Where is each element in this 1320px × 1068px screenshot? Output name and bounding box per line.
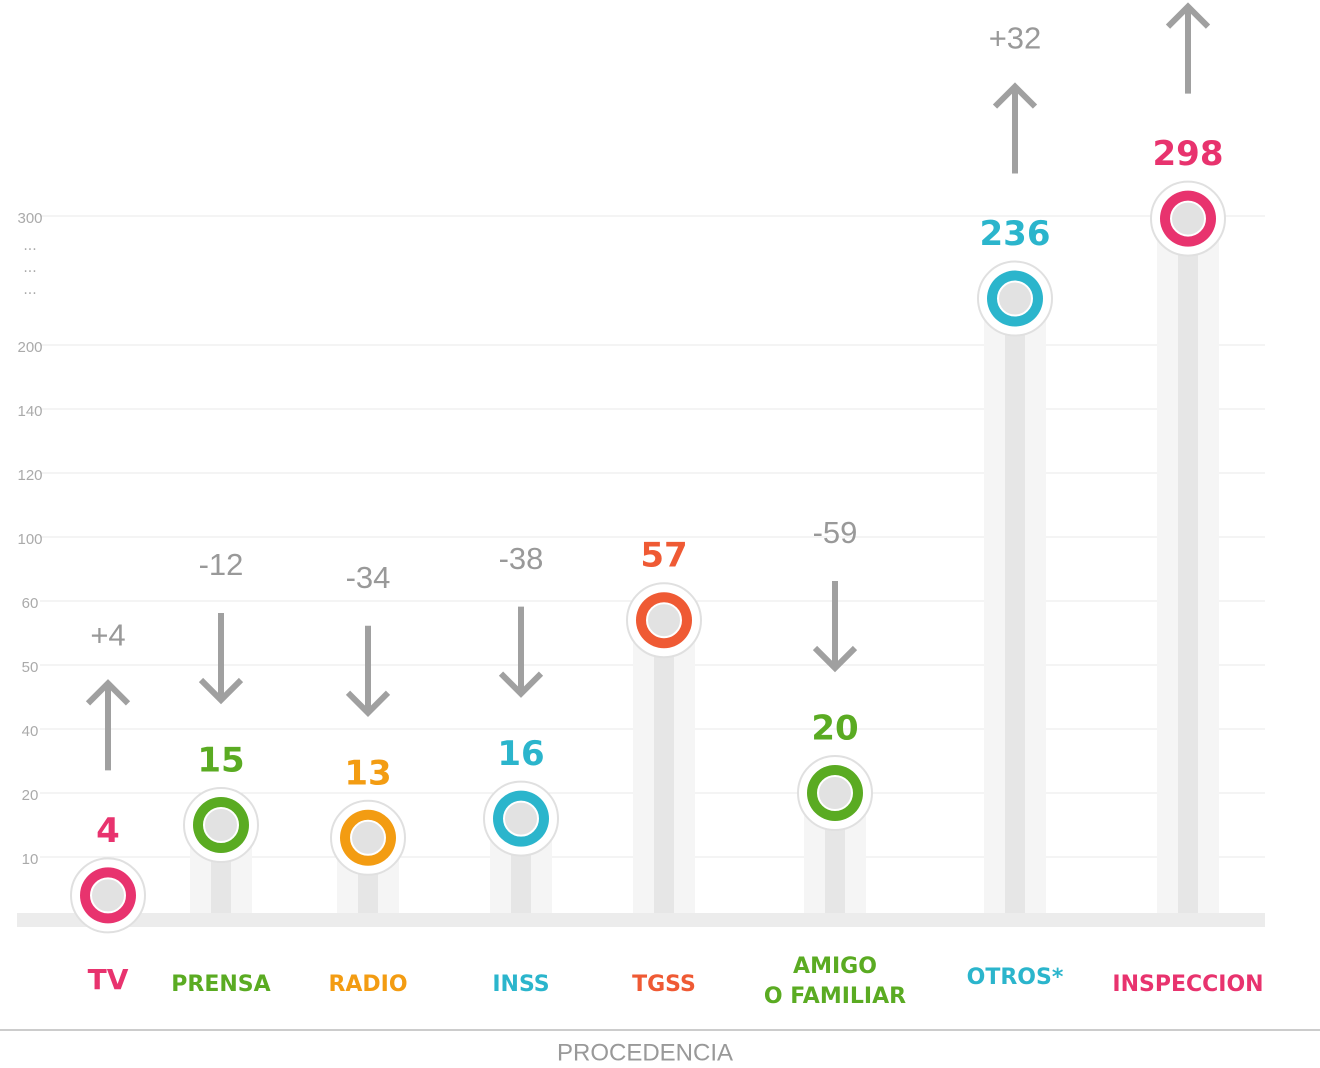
column	[654, 620, 674, 913]
x-tick-label: AMIGO O FAMILIAR	[763, 954, 907, 1009]
marker-core	[646, 602, 682, 639]
value-label: 20	[811, 709, 858, 749]
y-tick-label: 100	[17, 531, 42, 548]
marker-core	[350, 819, 386, 856]
category-group: 57	[626, 536, 702, 913]
category-group: 15 -12	[183, 547, 259, 913]
axis-break: ...	[23, 260, 36, 276]
change-label: -59	[813, 515, 858, 550]
y-tick-label: 300	[17, 210, 42, 227]
marker-core	[1170, 200, 1206, 237]
arrow-head	[498, 671, 544, 698]
category-group: 298+159	[1150, 2, 1226, 913]
arrow-head	[85, 679, 131, 706]
axis-break: ...	[23, 282, 36, 298]
y-tick-label: 200	[17, 339, 42, 356]
value-label: 13	[344, 753, 391, 793]
marker-core	[503, 800, 539, 837]
category-group: 16 -38	[483, 541, 559, 913]
change-label: -12	[199, 547, 244, 582]
y-tick-label: 10	[22, 851, 39, 868]
column	[1005, 298, 1025, 913]
marker-core	[203, 807, 239, 843]
x-axis-label: PROCEDENCIA	[557, 1039, 733, 1066]
arrow-head	[992, 82, 1038, 109]
change-label: +32	[989, 21, 1042, 56]
arrow-head	[198, 677, 244, 705]
column	[1178, 218, 1198, 913]
y-tick-label: 120	[17, 467, 42, 484]
x-tick-label: INSPECCION	[1112, 972, 1264, 997]
change-label: +4	[90, 618, 125, 653]
x-tick-label: RADIO	[328, 972, 408, 997]
change-label: -34	[346, 560, 391, 595]
arrow-head	[812, 645, 858, 673]
x-tick-label: TGSS	[632, 972, 696, 997]
arrow-head	[345, 690, 391, 718]
category-group: 4 +4	[70, 618, 146, 934]
y-tick-label: 40	[22, 723, 39, 740]
value-label: 236	[980, 214, 1051, 254]
value-label: 16	[497, 734, 544, 774]
category-group: 13 -34	[330, 560, 406, 913]
y-tick-label: 50	[22, 659, 39, 676]
value-label: 57	[640, 536, 687, 576]
axis-break: ...	[23, 238, 36, 254]
marker-core	[997, 280, 1033, 317]
x-tick-label: TV	[87, 963, 129, 996]
category-group: 236 +32	[977, 21, 1053, 913]
y-tick-label: 140	[17, 403, 42, 420]
value-label: 4	[96, 811, 120, 851]
y-tick-label: 20	[22, 787, 39, 804]
y-tick-label: 60	[22, 595, 39, 612]
value-label: 15	[197, 741, 244, 781]
x-tick-label: INSS	[492, 972, 550, 997]
baseline	[17, 913, 1265, 927]
change-label: -38	[499, 541, 544, 576]
marker-core	[90, 877, 126, 914]
category-group: 20 -59	[797, 515, 873, 913]
value-label: 298	[1153, 134, 1224, 174]
marker-core	[817, 775, 853, 811]
x-tick-label: OTROS*	[966, 965, 1064, 990]
x-tick-label: PRENSA	[171, 972, 271, 997]
arrow-head	[1165, 2, 1211, 29]
